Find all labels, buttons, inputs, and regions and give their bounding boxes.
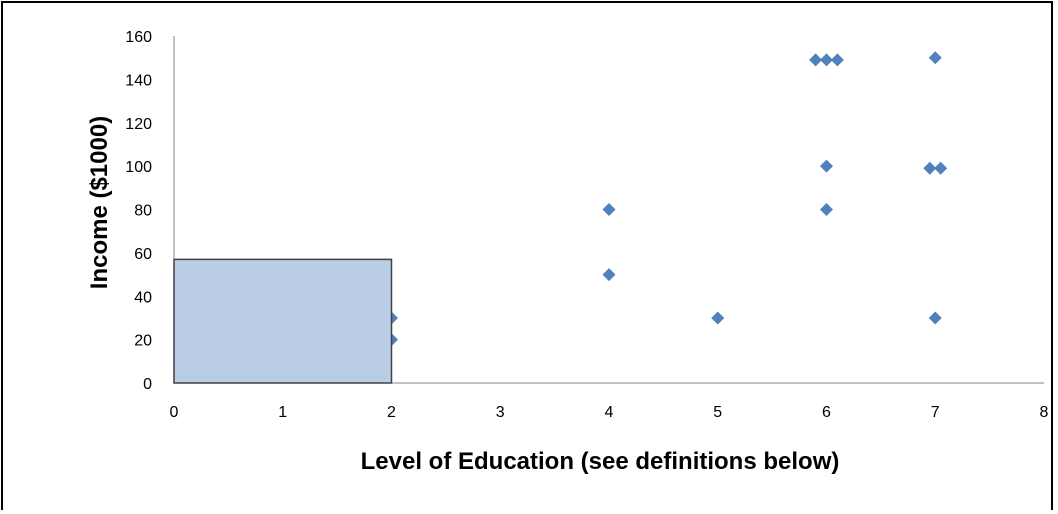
y-tick-label: 120 — [125, 116, 152, 133]
y-tick-label: 60 — [134, 246, 152, 263]
data-point — [820, 53, 833, 67]
x-tick-label: 6 — [822, 404, 831, 421]
y-tick-label: 80 — [134, 203, 152, 220]
scatter-chart: 0 1 2 3 4 5 6 7 8 0 20 40 60 80 100 120 140 160 Income (… — [86, 29, 1049, 475]
y-tick-label: 40 — [134, 289, 152, 306]
data-point — [602, 203, 616, 216]
data-point — [602, 268, 616, 282]
x-tick-label: 1 — [278, 404, 287, 421]
y-axis-title: Income ($1000) — [86, 116, 113, 289]
y-tick-label: 100 — [125, 159, 152, 176]
y-tick-label: 0 — [143, 376, 152, 393]
x-tick-label: 3 — [496, 404, 505, 421]
y-tick-label: 160 — [125, 29, 152, 46]
data-point — [830, 53, 844, 67]
data-point — [820, 203, 833, 216]
overlay-rectangle — [173, 258, 393, 384]
data-point — [934, 161, 948, 175]
data-point — [923, 161, 937, 175]
x-tick-label: 5 — [713, 404, 722, 421]
x-tick-label: 4 — [605, 404, 614, 421]
data-point — [928, 311, 942, 325]
y-tick-label: 20 — [134, 333, 152, 350]
data-point — [820, 159, 833, 173]
data-point — [711, 311, 725, 325]
x-tick-label: 7 — [931, 404, 940, 421]
data-points — [385, 51, 948, 347]
data-point — [809, 53, 823, 67]
x-tick-label: 0 — [170, 404, 179, 421]
x-tick-labels: 0 1 2 3 4 5 6 7 8 — [170, 404, 1049, 421]
y-tick-label: 140 — [125, 72, 152, 89]
x-tick-label: 8 — [1040, 404, 1049, 421]
data-point — [928, 51, 942, 65]
y-tick-labels: 0 20 40 60 80 100 120 140 160 — [125, 29, 152, 393]
x-axis-title: Level of Education (see definitions belo… — [361, 448, 840, 475]
x-tick-label: 2 — [387, 404, 396, 421]
